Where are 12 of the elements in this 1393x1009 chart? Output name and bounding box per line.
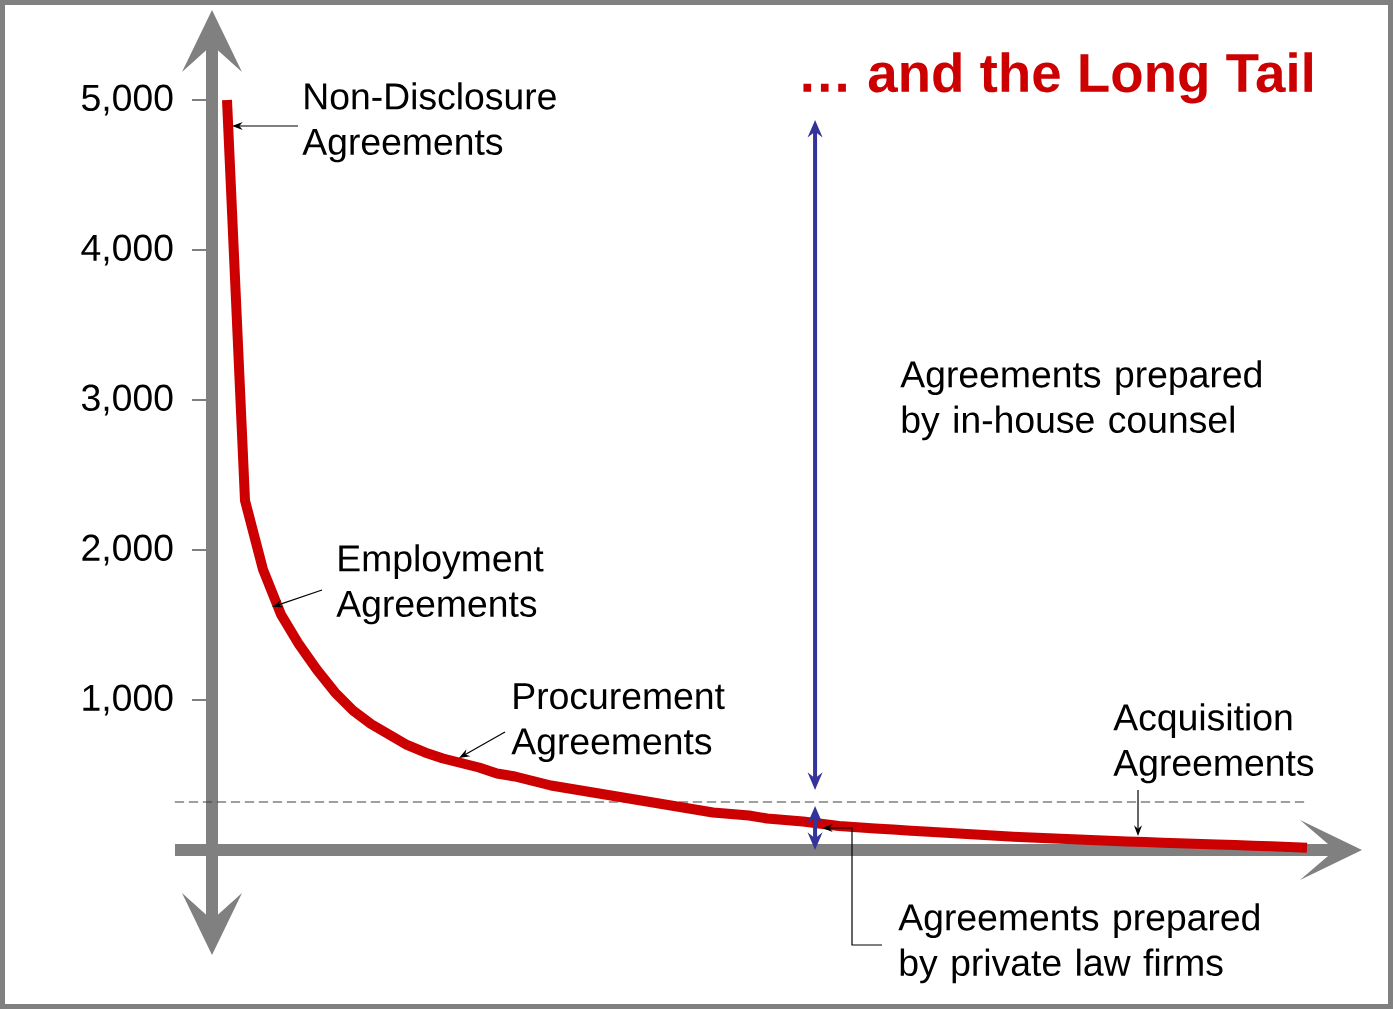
annotation: Agreements prepared by in-house counsel — [900, 360, 1261, 441]
y-tick-label: 2,000 — [82, 534, 173, 566]
y-tick-label: 1,000 — [83, 684, 173, 716]
y-tick-label: 3,000 — [81, 384, 173, 416]
y-tick-label: 4,000 — [81, 234, 173, 266]
y-tick-label: 5,000 — [82, 84, 173, 116]
annotation: Procurement Agreements — [511, 683, 725, 763]
annotation: Employment Agreements — [336, 544, 544, 625]
chart-title: … and the Long Tail — [803, 52, 1312, 104]
annotation: Non-Disclosure Agreements — [302, 82, 556, 163]
annotation: Agreements prepared by private law firms — [898, 903, 1259, 984]
annotation: Acquisition Agreements — [1113, 703, 1314, 784]
